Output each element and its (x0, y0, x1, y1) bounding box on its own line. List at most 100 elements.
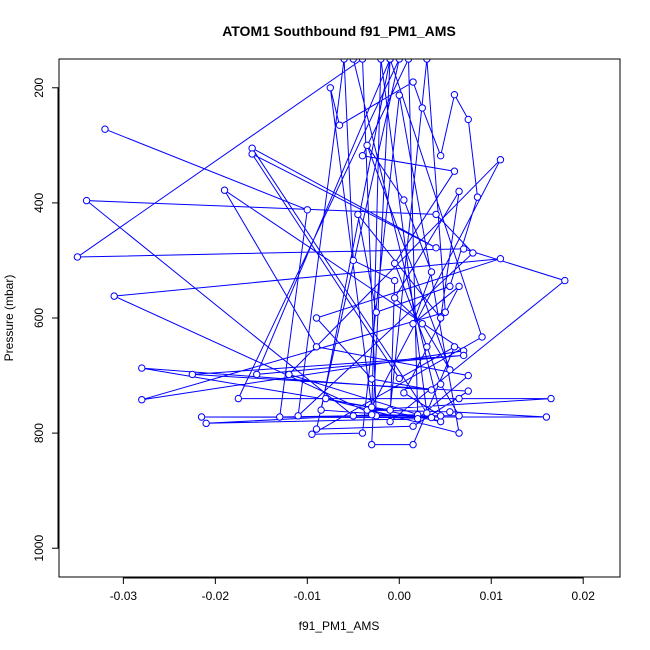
data-point (354, 210, 362, 219)
data-point (561, 276, 569, 285)
data-point (285, 370, 293, 379)
data-point (496, 156, 505, 164)
data-point (390, 294, 399, 302)
data-point (455, 412, 463, 420)
data-point (542, 413, 551, 421)
data-point (367, 403, 376, 411)
data-point (450, 90, 459, 99)
x-tick-label: -0.01 (294, 589, 322, 603)
data-point (386, 406, 394, 414)
x-tick-label: -0.02 (202, 589, 230, 603)
data-point (220, 186, 229, 194)
data-point (312, 425, 321, 433)
data-point (312, 314, 321, 322)
y-tick-label: 400 (32, 193, 46, 213)
x-tick-label: 0.02 (572, 589, 596, 603)
data-point (322, 394, 330, 403)
data-point (390, 259, 399, 268)
data-point (409, 78, 417, 86)
data-point (418, 104, 426, 112)
data-point (400, 389, 408, 397)
data-point (400, 196, 408, 204)
data-point (473, 193, 482, 201)
data-point (138, 396, 146, 404)
data-point (446, 366, 454, 374)
data-point (294, 412, 302, 420)
data-point (390, 276, 399, 285)
data-point (253, 370, 261, 379)
points-layer (73, 59, 569, 449)
data-point (459, 245, 468, 253)
y-axis: 200 400 600 800 1000 (32, 77, 59, 562)
data-point (101, 125, 109, 133)
data-point (478, 333, 486, 341)
y-tick-label: 200 (32, 77, 46, 97)
data-point (202, 419, 210, 428)
data-point (395, 374, 403, 383)
data-point (459, 351, 468, 360)
x-tick-label: -0.03 (110, 589, 138, 603)
data-point (340, 59, 348, 63)
data-point (455, 429, 463, 437)
data-point (358, 151, 367, 160)
data-point (234, 394, 243, 403)
data-point (409, 320, 417, 328)
data-point (427, 413, 436, 422)
data-point (197, 413, 206, 421)
plot-area (58, 58, 621, 578)
data-point (409, 422, 417, 430)
data-point (409, 440, 417, 449)
data-point (303, 206, 312, 214)
data-point (188, 370, 197, 379)
data-point (312, 343, 321, 351)
data-point (349, 412, 357, 420)
data-point (427, 268, 436, 276)
data-point (308, 430, 316, 438)
data-point (455, 282, 463, 291)
x-axis-label: f91_PM1_AMS (299, 619, 380, 633)
y-tick-label: 1000 (32, 535, 46, 562)
data-point (82, 196, 91, 205)
data-point (423, 343, 431, 351)
x-tick-label: 0.01 (480, 589, 504, 603)
data-point (358, 59, 367, 63)
data-point (367, 375, 376, 383)
data-point (436, 151, 445, 160)
data-point (441, 308, 449, 316)
data-point (317, 406, 325, 414)
data-point (436, 412, 445, 420)
data-point (446, 408, 454, 416)
x-tick-label: 0.00 (388, 589, 412, 603)
data-point (326, 84, 335, 92)
data-point (469, 249, 477, 257)
data-point (367, 440, 376, 449)
data-point (349, 59, 357, 63)
data-point (367, 410, 376, 419)
data-point (464, 387, 472, 395)
data-point (450, 167, 459, 175)
data-point (432, 210, 440, 219)
data-point (349, 256, 357, 265)
data-point (496, 255, 505, 263)
data-point (436, 380, 445, 388)
data-point (423, 59, 431, 63)
data-point (450, 343, 459, 351)
data-point (138, 364, 146, 372)
data-point (446, 282, 454, 291)
data-point (372, 308, 380, 316)
data-point (358, 429, 367, 437)
data-point (418, 320, 426, 328)
data-point (427, 386, 436, 394)
data-point (432, 244, 440, 252)
data-point (404, 59, 413, 63)
data-point (464, 115, 472, 124)
data-point (363, 141, 371, 150)
data-point (423, 409, 431, 417)
data-point (395, 59, 403, 63)
data-point (248, 150, 256, 158)
data-point (73, 253, 82, 261)
data-point (464, 371, 472, 380)
data-point (276, 413, 284, 421)
y-tick-label: 600 (32, 308, 46, 328)
